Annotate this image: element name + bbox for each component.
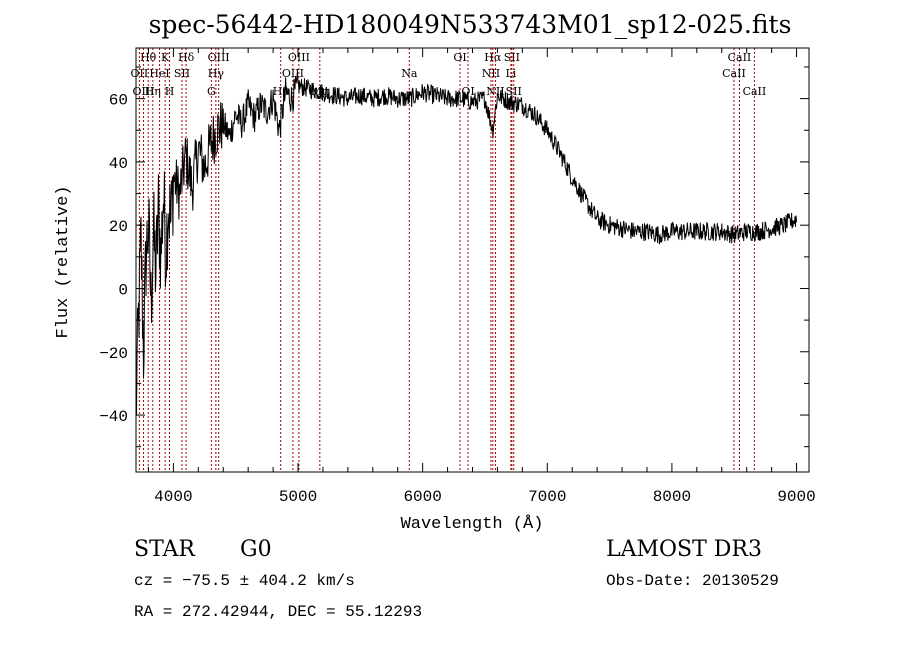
spectral-line-label: SII: [506, 85, 522, 98]
x-axis: 4000 5000 6000 7000 8000 9000: [147, 48, 816, 506]
x-tick-label: 9000: [777, 488, 815, 506]
spectral-line-label: SII: [504, 51, 520, 64]
observation-date: Obs-Date: 20130529: [606, 572, 779, 590]
x-tick-label: 5000: [279, 488, 317, 506]
y-tick-label: −20: [99, 345, 128, 363]
spectrum-line: [135, 71, 797, 416]
spectral-line-label: HeI: [149, 67, 169, 80]
x-tick-label: 6000: [403, 488, 441, 506]
spectral-line-label: G: [207, 85, 216, 98]
spectral-line-label: OIII: [282, 67, 304, 80]
coordinates: RA = 272.42944, DEC = 55.12293: [134, 603, 423, 621]
spectral-line-label: Hδ: [178, 51, 195, 64]
plot-frame: [135, 47, 810, 473]
spectral-line-label: Hα: [484, 51, 502, 64]
spectral-line-label: OII: [131, 67, 149, 80]
spectral-line-label: SII: [174, 67, 190, 80]
spectral-line-label: Hη: [145, 85, 161, 98]
y-tick-label: 20: [109, 218, 128, 236]
spectrum-series: [135, 71, 797, 416]
object-class: STAR: [134, 537, 195, 562]
spectral-line-label: OIII: [288, 51, 310, 64]
x-axis-label: Wavelength (Å): [401, 515, 544, 534]
spectral-line-label: CaII: [722, 67, 746, 80]
y-tick-label: 0: [118, 281, 128, 299]
y-axis-label: Flux (relative): [54, 185, 73, 338]
spectral-line-label: CaII: [743, 85, 767, 98]
spectral-line-label: K: [161, 51, 170, 64]
x-tick-label: 7000: [528, 488, 566, 506]
spectral-line-label: OIII: [208, 51, 230, 64]
x-tick-label: 8000: [653, 488, 691, 506]
survey-name: LAMOST DR3: [606, 537, 762, 562]
y-tick-label: 60: [109, 92, 128, 110]
spectral-line-label: Li: [505, 67, 516, 80]
spectral-line-label: OI: [453, 51, 466, 64]
object-subclass: G0: [240, 537, 272, 562]
spectral-line-label: CaII: [728, 51, 752, 64]
spectral-line-label: NII: [482, 67, 500, 80]
x-tick-label: 4000: [154, 488, 192, 506]
y-tick-label: 40: [109, 155, 128, 173]
spectral-line-label: Hγ: [208, 67, 225, 80]
y-tick-label: −40: [99, 408, 128, 426]
spectral-line-label: H: [165, 85, 175, 98]
spectral-line-label: OIII: [132, 85, 154, 98]
y-axis: −40 −20 0 20 40 60: [99, 66, 809, 448]
redshift-value: cz = −75.5 ± 404.2 km/s: [134, 572, 355, 590]
chart-title: spec-56442-HD180049N533743M01_sp12-025.f…: [149, 10, 792, 39]
spectral-line-label: Na: [401, 67, 418, 80]
